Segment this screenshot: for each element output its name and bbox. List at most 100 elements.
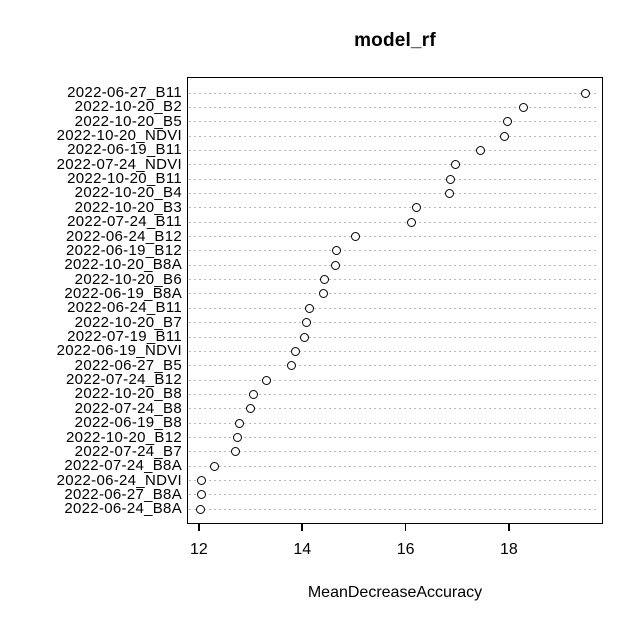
gridline xyxy=(189,106,599,108)
x-axis-tick-label: 14 xyxy=(293,541,312,558)
y-axis-category-label: 2022-10-20_B8A xyxy=(64,256,182,274)
gridline xyxy=(189,408,599,410)
data-point xyxy=(445,174,455,184)
gridline xyxy=(189,422,599,424)
data-point xyxy=(305,303,315,313)
data-point xyxy=(475,145,485,155)
gridline xyxy=(189,192,599,194)
data-point xyxy=(450,160,460,170)
gridline xyxy=(189,508,599,510)
gridline xyxy=(189,92,599,94)
x-axis-tick-label: 16 xyxy=(396,541,415,558)
data-point xyxy=(499,131,509,141)
y-axis-category-label: 2022-06-19_B12 xyxy=(66,241,182,259)
y-axis-category-label: 2022-10-20_B8 xyxy=(74,385,182,403)
y-axis-category-label: 2022-10-20_B3 xyxy=(74,198,182,216)
y-axis-category-label: 2022-07-24_B8 xyxy=(74,399,182,417)
gridline xyxy=(189,264,599,266)
gridline xyxy=(189,279,599,281)
y-axis-category-label: 2022-10-20_B11 xyxy=(67,170,182,188)
gridline xyxy=(189,393,599,395)
y-axis-category-label: 2022-06-27_B11 xyxy=(67,84,182,101)
gridline xyxy=(189,437,599,439)
data-point xyxy=(290,346,300,356)
y-axis-category-label: 2022-10-20_B4 xyxy=(74,184,182,202)
x-axis-tick-mark xyxy=(198,523,200,531)
y-axis-category-label: 2022-07-24_B7 xyxy=(74,442,182,460)
x-axis-tick-mark xyxy=(508,523,510,531)
data-point xyxy=(197,476,207,486)
data-point xyxy=(210,461,220,471)
y-axis-category-label: 2022-06-19_B8A xyxy=(64,284,182,302)
gridline xyxy=(189,236,599,238)
gridline xyxy=(189,207,599,209)
chart-title: model_rf xyxy=(354,30,436,51)
x-axis-title: MeanDecreaseAccuracy xyxy=(307,584,483,601)
data-point xyxy=(444,188,454,198)
data-point xyxy=(503,117,513,127)
data-point xyxy=(235,418,245,428)
gridline xyxy=(189,451,599,453)
data-point xyxy=(245,404,255,414)
gridline xyxy=(189,164,599,166)
y-axis-category-label: 2022-06-27_B5 xyxy=(74,356,182,374)
data-point xyxy=(262,375,272,385)
data-point xyxy=(318,289,328,299)
plot-area xyxy=(187,77,603,524)
y-axis-category-label: 2022-10-20_B7 xyxy=(74,313,182,331)
x-axis-tick-mark xyxy=(301,523,303,531)
data-point xyxy=(412,203,422,213)
y-axis-category-label: 2022-06-24_B11 xyxy=(67,299,182,317)
data-point xyxy=(407,217,417,227)
gridline xyxy=(189,379,599,381)
data-point xyxy=(301,318,311,328)
y-axis-category-label: 2022-06-24_NDVI xyxy=(56,471,182,489)
gridline xyxy=(189,322,599,324)
data-point xyxy=(230,447,240,457)
gridline xyxy=(189,350,599,352)
y-axis-category-label: 2022-07-24_NDVI xyxy=(56,155,182,173)
data-point xyxy=(299,332,309,342)
y-axis-category-label: 2022-10-20_NDVI xyxy=(56,127,182,145)
gridline xyxy=(189,250,599,252)
gridline xyxy=(189,149,599,151)
data-point xyxy=(330,260,340,270)
y-axis-category-label: 2022-06-24_B8A xyxy=(64,500,182,518)
data-point xyxy=(331,246,341,256)
gridline xyxy=(189,480,599,482)
data-point xyxy=(320,275,330,285)
data-point xyxy=(196,504,206,514)
gridline xyxy=(189,135,599,137)
y-axis-category-label: 2022-06-19_B8 xyxy=(74,414,182,432)
gridline xyxy=(189,293,599,295)
x-axis-tick-mark xyxy=(404,523,407,531)
data-point xyxy=(519,102,529,112)
y-axis-category-label: 2022-07-19_B11 xyxy=(67,328,182,346)
y-axis-category-label: 2022-10-20_B12 xyxy=(66,428,182,446)
gridline xyxy=(189,178,599,180)
gridline xyxy=(189,465,599,467)
gridline xyxy=(189,221,599,223)
gridline xyxy=(189,365,599,367)
gridline xyxy=(189,307,599,309)
gridline xyxy=(189,494,599,496)
x-axis-tick-label: 12 xyxy=(189,541,208,558)
y-axis-category-label: 2022-10-20_B2 xyxy=(74,98,182,116)
data-point xyxy=(351,232,361,242)
y-axis-category-label: 2022-06-24_B12 xyxy=(66,227,182,245)
y-axis-category-label: 2022-07-24_B12 xyxy=(66,371,182,389)
data-point xyxy=(232,433,242,443)
y-axis-category-label: 2022-07-24_B8A xyxy=(64,457,182,475)
data-point xyxy=(286,361,296,371)
data-point xyxy=(248,389,258,399)
y-axis-category-label: 2022-07-24_B11 xyxy=(67,213,182,231)
gridline xyxy=(189,121,599,123)
gridline xyxy=(189,336,599,338)
y-axis-category-label: 2022-10-20_B5 xyxy=(74,112,182,130)
y-axis-category-label: 2022-06-19_NDVI xyxy=(56,342,182,360)
y-axis-category-label: 2022-06-27_B8A xyxy=(64,485,182,503)
y-axis-category-label: 2022-06-19_B11 xyxy=(67,141,182,159)
data-point xyxy=(581,88,591,98)
x-axis-tick-label: 18 xyxy=(500,541,518,558)
